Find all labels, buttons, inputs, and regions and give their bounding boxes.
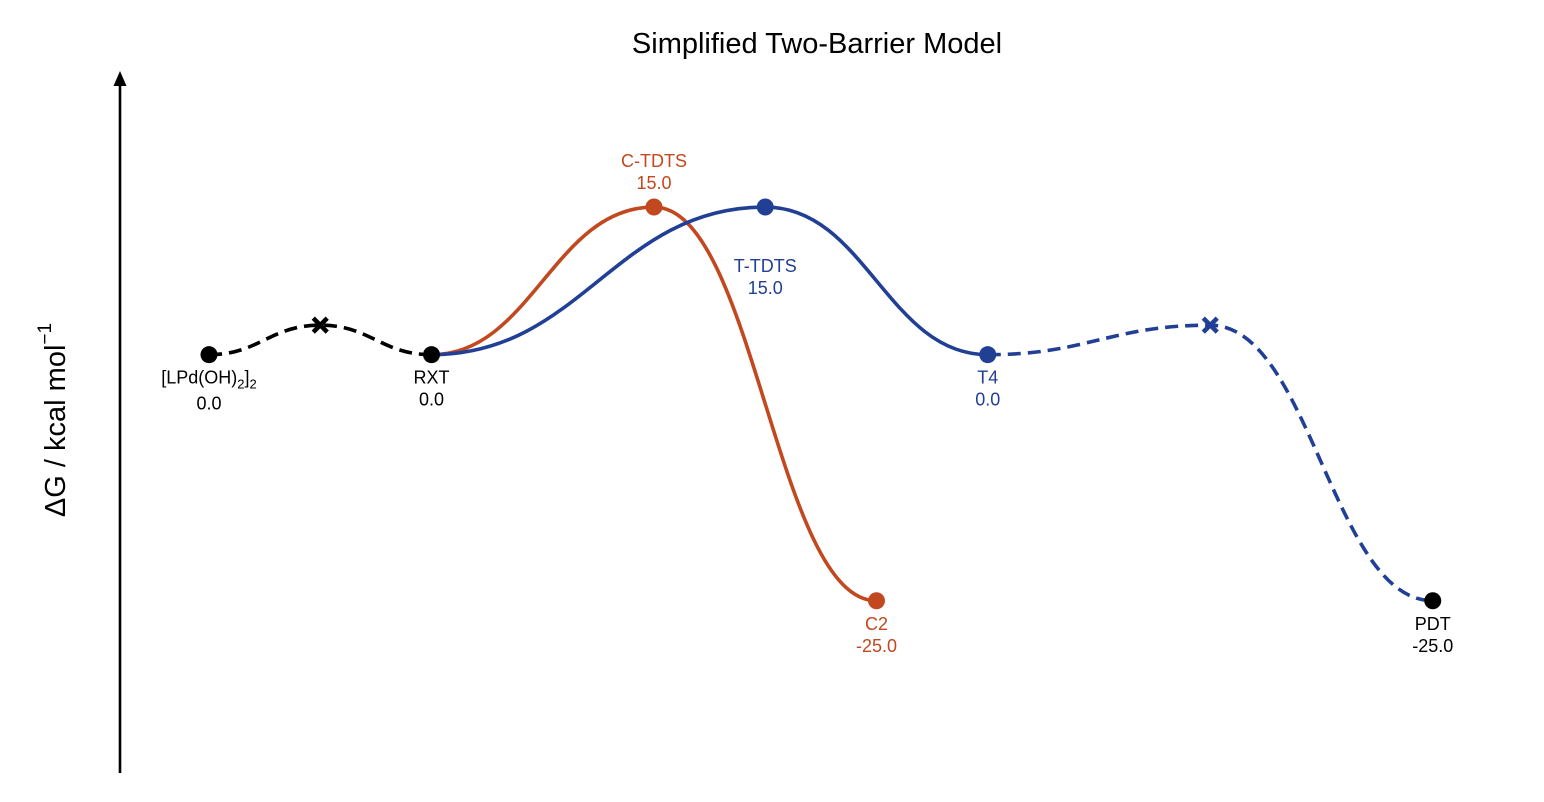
point-name-c2: C2 [865, 614, 888, 634]
x-marker-x1 [311, 316, 329, 334]
point-value-rxt: 0.0 [419, 390, 444, 410]
point-name-pd: [LPd(OH)2]2 [161, 368, 257, 392]
marker-layer [200, 198, 1442, 610]
point-value-ttdts: 15.0 [748, 278, 783, 298]
point-marker-rxt [423, 346, 440, 364]
point-marker-t4 [979, 346, 997, 364]
point-value-ctdts: 15.0 [636, 173, 671, 193]
series-line-0 [208, 323, 432, 357]
x-marker-stroke [311, 316, 329, 334]
series-layer [208, 205, 1433, 603]
y-axis [113, 71, 127, 773]
series-line-3 [987, 323, 1433, 603]
point-name-rxt: RXT [414, 368, 450, 388]
y-axis-label-text: ΔG / kcal mol [40, 345, 72, 517]
y-axis-label-superscript: −1 [35, 323, 56, 345]
point-name-ctdts: C-TDTS [621, 151, 687, 171]
series-line-2 [431, 205, 988, 357]
point-value-c2: -25.0 [856, 636, 897, 656]
point-name-pdt: PDT [1415, 614, 1451, 634]
point-marker-c2 [868, 592, 885, 610]
point-name-t4: T4 [977, 368, 998, 388]
y-axis-label: ΔG / kcal mol−1 [35, 323, 72, 517]
point-marker-pd [200, 346, 218, 364]
point-value-pdt: -25.0 [1412, 636, 1453, 656]
x-marker-x2 [1201, 316, 1219, 334]
label-layer: [LPd(OH)2]20.0RXT0.0C-TDTS15.0T-TDTS15.0… [161, 151, 1453, 656]
chart-title: Simplified Two-Barrier Model [632, 28, 1002, 60]
point-name-subscript: 2 [250, 377, 257, 392]
point-name-subscript: 2 [237, 377, 244, 392]
point-name-ttdts: T-TDTS [734, 256, 797, 276]
y-axis-arrowhead [113, 71, 127, 86]
point-marker-pdt [1424, 592, 1442, 610]
series-line-1 [431, 205, 877, 603]
point-value-t4: 0.0 [975, 390, 1000, 410]
x-marker-stroke [1201, 316, 1219, 334]
point-value-pd: 0.0 [196, 394, 221, 414]
point-name-part: [LPd(OH) [161, 368, 237, 388]
point-marker-ttdts [756, 198, 774, 216]
point-name-part: ] [245, 368, 250, 388]
point-marker-ctdts [645, 198, 663, 216]
